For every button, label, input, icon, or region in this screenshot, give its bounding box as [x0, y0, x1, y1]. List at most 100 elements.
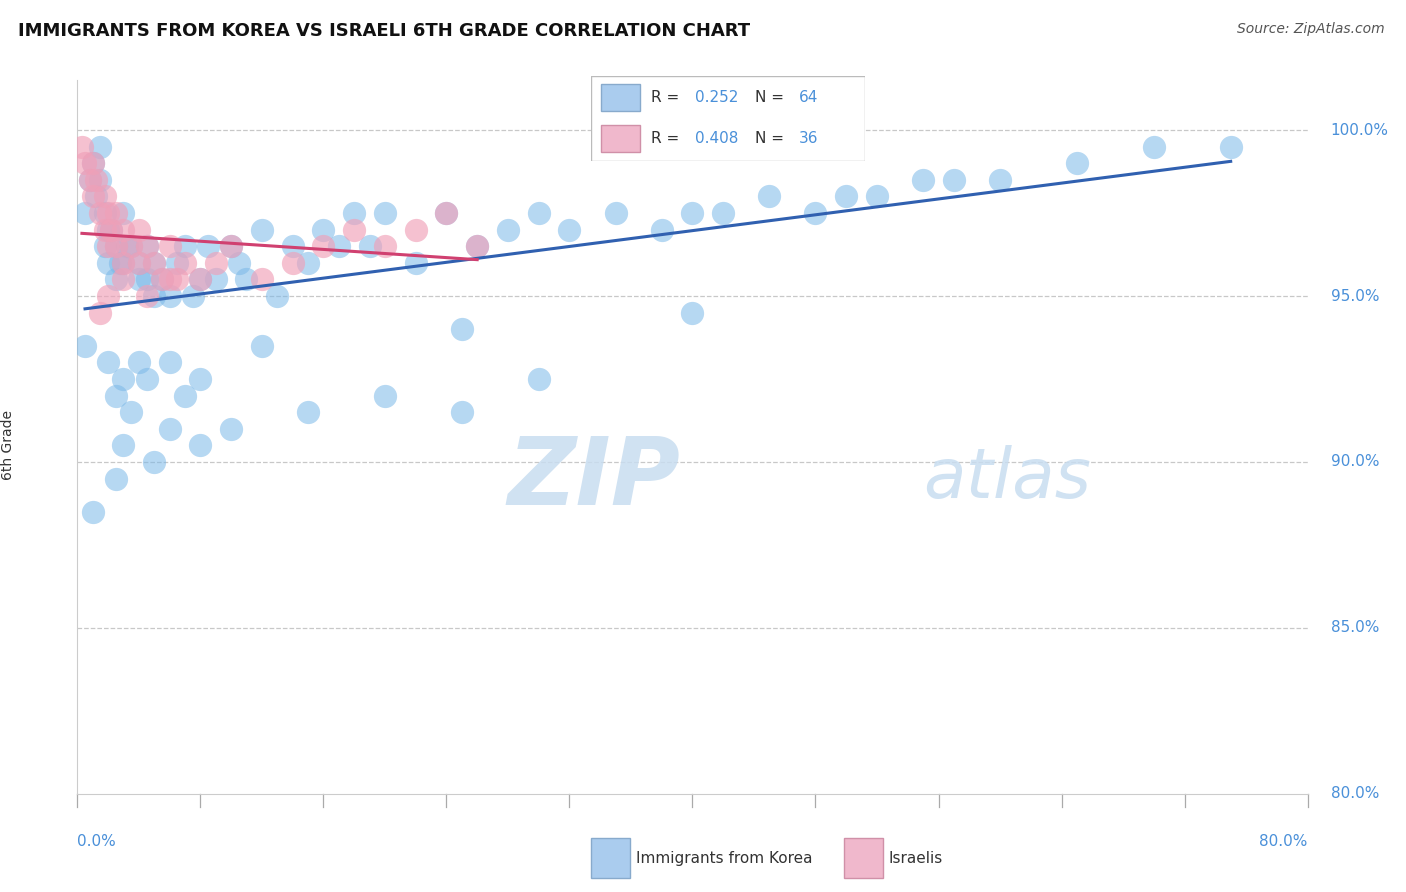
Point [112, 372, 135, 386]
Text: N =: N = [755, 131, 789, 146]
Point [1143, 139, 1166, 153]
Point [94, 189, 117, 203]
Point [204, 256, 226, 270]
Point [405, 256, 427, 270]
Point [104, 239, 127, 253]
Point [866, 189, 889, 203]
Point [159, 239, 181, 253]
Point [219, 239, 242, 253]
Point [79, 173, 101, 187]
Point [297, 256, 319, 270]
Point [112, 206, 135, 220]
Text: 85.0%: 85.0% [1330, 621, 1379, 635]
Point [128, 222, 150, 236]
Point [100, 222, 122, 236]
Point [150, 272, 173, 286]
Point [97, 355, 120, 369]
Point [682, 305, 704, 319]
Point [97, 239, 120, 253]
Text: Israelis: Israelis [889, 851, 943, 865]
Point [135, 372, 157, 386]
Point [219, 239, 242, 253]
Point [835, 189, 858, 203]
Point [450, 405, 472, 419]
Point [281, 256, 304, 270]
Point [343, 222, 366, 236]
Text: Source: ZipAtlas.com: Source: ZipAtlas.com [1237, 22, 1385, 37]
Point [250, 339, 273, 353]
Point [159, 289, 181, 303]
Point [166, 256, 188, 270]
Point [465, 239, 488, 253]
Point [159, 422, 181, 436]
Point [250, 222, 273, 236]
Point [94, 239, 117, 253]
Point [112, 272, 135, 286]
Point [174, 239, 197, 253]
Point [328, 239, 350, 253]
Point [758, 189, 780, 203]
Point [89, 139, 111, 153]
Point [250, 272, 273, 286]
Point [188, 272, 212, 286]
Point [112, 256, 135, 270]
Point [159, 272, 181, 286]
Bar [602, 85, 640, 112]
Point [82, 505, 104, 519]
Point [1219, 139, 1241, 153]
Point [135, 239, 157, 253]
Point [527, 206, 550, 220]
Point [120, 239, 142, 253]
Point [143, 289, 166, 303]
Point [374, 206, 396, 220]
Point [312, 239, 335, 253]
Point [128, 355, 150, 369]
Point [405, 222, 427, 236]
Point [281, 239, 304, 253]
Point [436, 206, 458, 220]
Point [128, 272, 150, 286]
Point [204, 272, 226, 286]
Text: R =: R = [651, 90, 683, 105]
Point [235, 272, 257, 286]
Point [266, 289, 288, 303]
FancyBboxPatch shape [591, 76, 865, 161]
Point [804, 206, 827, 220]
Point [188, 272, 212, 286]
Point [82, 156, 104, 170]
Point [112, 438, 135, 452]
Point [104, 206, 127, 220]
Point [104, 472, 127, 486]
Point [128, 256, 150, 270]
Text: 90.0%: 90.0% [1330, 454, 1379, 469]
Point [174, 256, 197, 270]
Point [135, 239, 157, 253]
Point [120, 405, 142, 419]
Point [450, 322, 472, 336]
Point [159, 355, 181, 369]
Point [527, 372, 550, 386]
Point [174, 388, 197, 402]
Point [110, 256, 132, 270]
Point [135, 289, 157, 303]
Point [496, 222, 519, 236]
Point [89, 305, 111, 319]
Point [558, 222, 581, 236]
Point [70, 139, 93, 153]
Point [84, 173, 107, 187]
Text: 36: 36 [799, 131, 818, 146]
Text: Immigrants from Korea: Immigrants from Korea [636, 851, 813, 865]
Point [150, 272, 173, 286]
Point [682, 206, 704, 220]
Text: 0.252: 0.252 [695, 90, 738, 105]
Point [84, 189, 107, 203]
Point [188, 438, 212, 452]
Text: 0.0%: 0.0% [77, 834, 117, 848]
Point [143, 455, 166, 469]
Point [94, 222, 117, 236]
Point [166, 272, 188, 286]
Point [73, 339, 96, 353]
Point [104, 388, 127, 402]
Point [219, 422, 242, 436]
Point [82, 156, 104, 170]
